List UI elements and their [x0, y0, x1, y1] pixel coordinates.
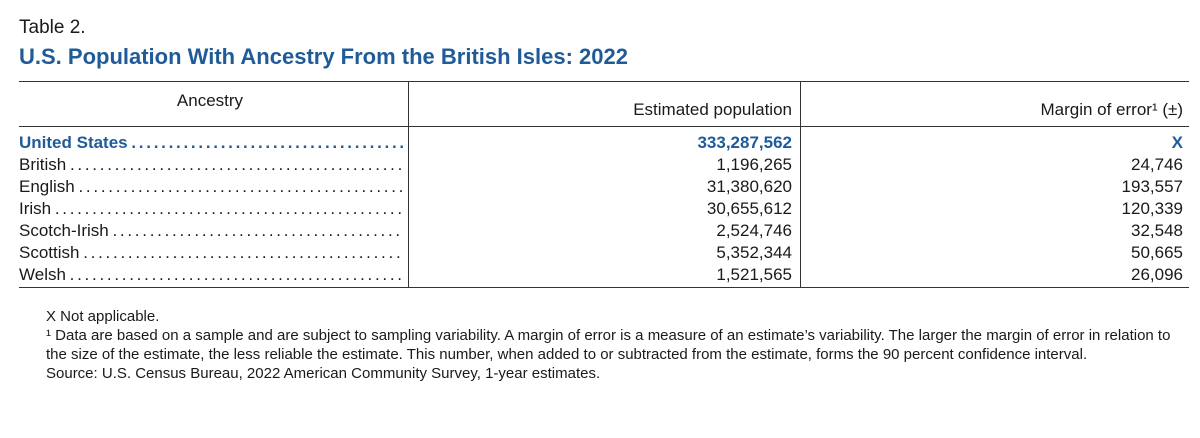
table-row: English 31,380,620 193,557: [19, 177, 1189, 199]
row-moe: 193,557: [1121, 177, 1183, 196]
row-name: English: [19, 177, 403, 197]
row-name: Scotch-Irish: [19, 221, 403, 241]
table-row: Welsh 1,521,565 26,096: [19, 265, 1189, 287]
table-row: British 1,196,265 24,746: [19, 155, 1189, 177]
row-moe: 26,096: [1131, 265, 1183, 284]
header-population: Estimated population: [633, 100, 792, 119]
row-moe: 32,548: [1131, 221, 1183, 240]
row-name: Irish: [19, 199, 403, 219]
note-not-applicable: X Not applicable.: [46, 308, 160, 325]
row-moe: 50,665: [1131, 243, 1183, 262]
table-row-total: United States 333,287,562 X: [19, 133, 1189, 155]
row-moe: 120,339: [1121, 199, 1183, 218]
row-population: 5,352,344: [716, 243, 792, 262]
table-row: Scottish 5,352,344 50,665: [19, 243, 1189, 265]
row-name: United States: [19, 133, 403, 153]
header-margin-of-error: Margin of error¹ (±): [1040, 100, 1183, 119]
header-ancestry: Ancestry: [176, 91, 244, 110]
row-population: 30,655,612: [706, 199, 792, 218]
table-title: U.S. Population With Ancestry From the B…: [19, 44, 628, 69]
row-population: 2,524,746: [716, 221, 792, 240]
note-source: Source: U.S. Census Bureau, 2022 America…: [46, 365, 601, 382]
row-name: British: [19, 155, 403, 175]
table-notes: X Not applicable. ¹ Data are based on a …: [19, 307, 1184, 383]
row-population: 1,196,265: [716, 155, 792, 174]
row-name: Welsh: [19, 265, 403, 285]
table-row: Scotch-Irish 2,524,746 32,548: [19, 221, 1189, 243]
row-moe: 24,746: [1131, 155, 1183, 174]
population-table: Ancestry Estimated population Margin of …: [19, 81, 1189, 288]
table-label: Table 2.: [19, 17, 86, 38]
column-divider: [800, 81, 801, 288]
row-moe: X: [1171, 133, 1183, 152]
row-population: 333,287,562: [697, 133, 792, 152]
note-footnote: ¹ Data are based on a sample and are sub…: [46, 327, 1171, 363]
table-row: Irish 30,655,612 120,339: [19, 199, 1189, 221]
row-population: 31,380,620: [706, 177, 792, 196]
row-name: Scottish: [19, 243, 403, 263]
column-divider: [408, 81, 409, 288]
header-rule: [19, 126, 1189, 127]
table-bottom-rule: [19, 287, 1189, 288]
row-population: 1,521,565: [716, 265, 792, 284]
table-top-rule: [19, 81, 1189, 82]
